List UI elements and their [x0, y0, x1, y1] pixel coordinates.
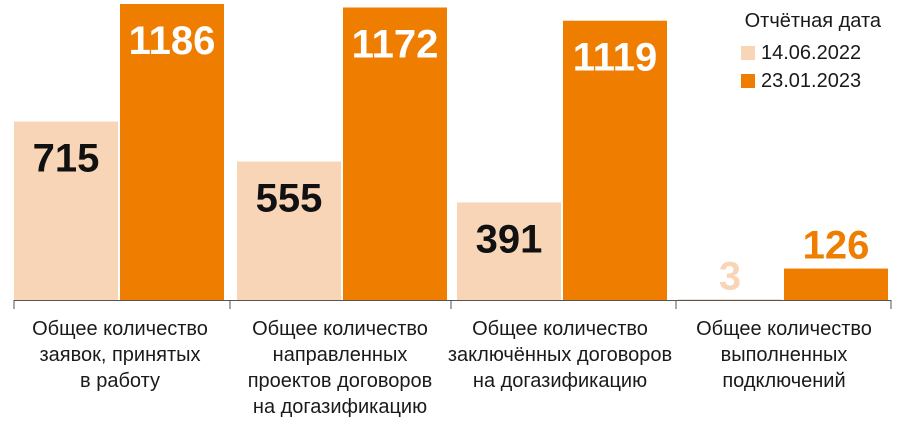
value-labels-layer: 715 1186 555 1172 391 1119 3 126 [33, 19, 870, 298]
category-label-4-line-1: Общее количество [696, 318, 872, 340]
category-label-3: Общее количество заключённых договоров на … [448, 318, 672, 392]
category-label-4-line-2: выполненных [721, 344, 848, 366]
category-label-3-line-3: на догазификацию [473, 370, 647, 392]
category-label-4-line-3: подключений [722, 370, 845, 392]
category-label-4: Общее количество выполненных подключений [696, 318, 872, 392]
bar-old-cat2 [237, 161, 341, 300]
category-label-2-line-3: проектов договоров [248, 370, 433, 392]
bar-new-cat4 [784, 268, 888, 300]
value-label-new-cat4: 126 [803, 224, 870, 268]
bar-old-cat3 [457, 202, 561, 300]
category-label-3-line-2: заключённых договоров [448, 344, 672, 366]
value-label-old-cat3: 391 [476, 217, 543, 261]
legend-label-14-06-2022: 14.06.2022 [761, 42, 861, 64]
value-label-old-cat1: 715 [33, 137, 100, 181]
legend-label-23-01-2023: 23.01.2023 [761, 70, 861, 92]
legend-swatch-23-01-2023 [741, 74, 755, 88]
value-label-new-cat2: 1172 [352, 22, 439, 66]
bar-new-cat3 [563, 20, 667, 301]
bar-new-cat2 [343, 7, 447, 300]
legend-swatch-14-06-2022 [741, 46, 755, 60]
value-label-new-cat1: 1186 [129, 19, 216, 63]
bar-old-cat1 [14, 121, 118, 301]
value-label-old-cat2: 555 [256, 176, 323, 220]
category-label-2-line-2: направленных [273, 344, 408, 366]
category-label-1-line-3: в работу [80, 370, 160, 392]
bar-new-cat1 [120, 4, 224, 300]
legend: Отчётная дата 14.06.2022 23.01.2023 [741, 10, 882, 92]
category-label-2: Общее количество направленных проектов дог… [248, 318, 433, 418]
value-label-new-cat3: 1119 [573, 36, 658, 80]
category-label-2-line-4: на догазификацию [253, 396, 427, 418]
category-labels-layer: Общее количество заявок, принятых в работу… [32, 318, 872, 418]
x-axis [13, 300, 892, 309]
category-label-1-line-1: Общее количество [32, 318, 208, 340]
category-label-3-line-1: Общее количество [472, 318, 648, 340]
category-label-2-line-1: Общее количество [252, 318, 428, 340]
category-label-1-line-2: заявок, принятых [39, 344, 200, 366]
legend-title: Отчётная дата [745, 10, 882, 32]
bars-layer [14, 4, 888, 301]
category-label-1: Общее количество заявок, принятых в работу [32, 318, 208, 392]
value-label-old-cat4: 3 [719, 254, 741, 298]
